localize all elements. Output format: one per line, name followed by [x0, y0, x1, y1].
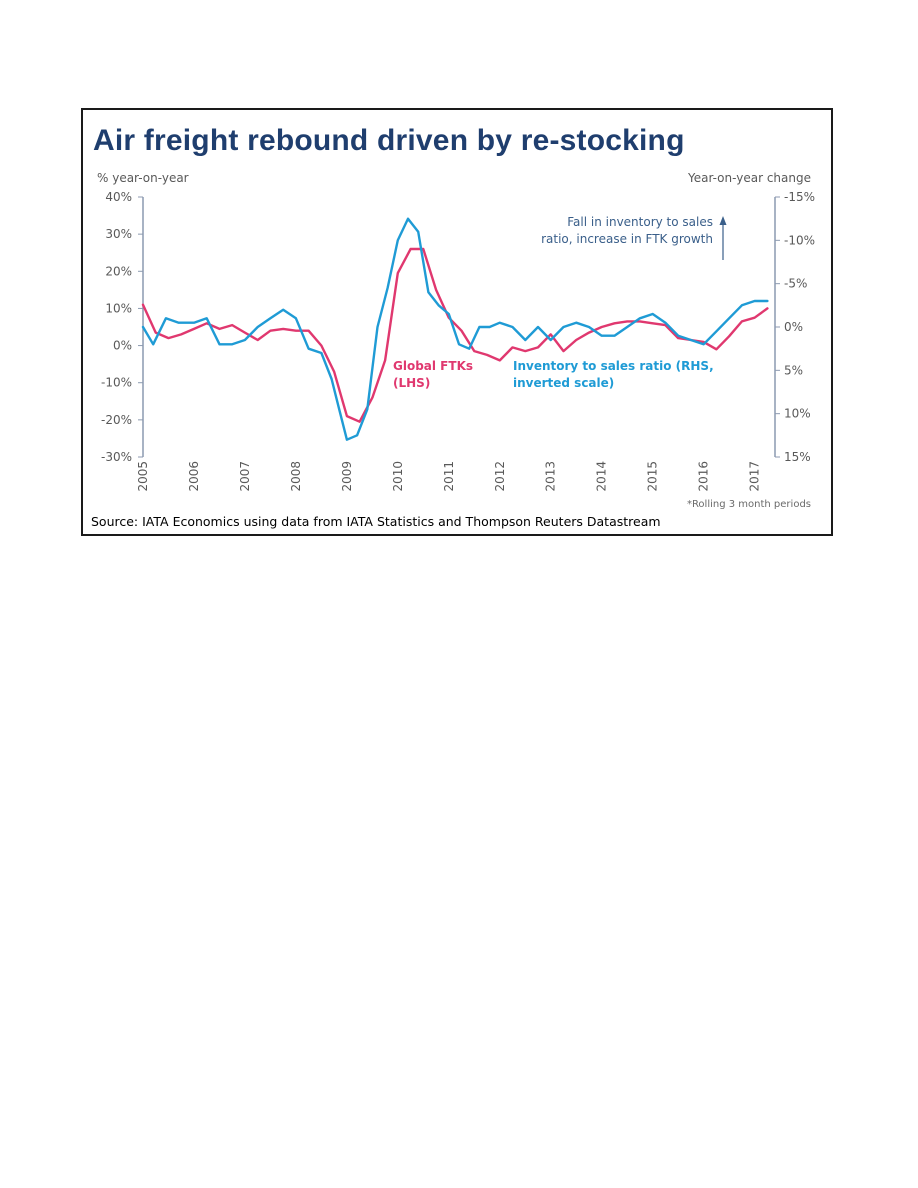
source-note: Source: IATA Economics using data from I…	[91, 514, 661, 529]
y-left-tick-label: 0%	[113, 339, 132, 353]
y-left-tick-label: 40%	[105, 190, 132, 204]
series-label-ftk: Global FTKs (LHS)	[393, 359, 473, 390]
annotation-arrow-head-icon	[719, 216, 727, 225]
x-tick-label: 2010	[391, 461, 405, 492]
x-tick-label: 2014	[595, 461, 609, 492]
x-tick-label: 2012	[493, 461, 507, 492]
x-tick-label: 2011	[442, 461, 456, 492]
y-left-tick-label: -10%	[101, 376, 132, 390]
footnote: *Rolling 3 month periods	[686, 499, 811, 510]
series-label-inventory: Inventory to sales ratio (RHS, inverted …	[513, 359, 714, 390]
x-tick-label: 2009	[340, 461, 354, 492]
x-tick-label: 2005	[136, 461, 150, 492]
series-line-inventory-ratio	[141, 217, 769, 441]
y-left-tick-label: 20%	[105, 264, 132, 278]
x-tick-label: 2016	[697, 461, 711, 492]
y-right-tick-label: 15%	[784, 450, 811, 464]
y-left-tick-label: -20%	[101, 413, 132, 427]
x-tick-label: 2017	[748, 461, 762, 492]
x-tick-label: 2008	[289, 461, 303, 492]
y-right-axis-title: Year-on-year change	[687, 171, 811, 185]
series-label-ftk-line-1: Global FTKs	[393, 359, 473, 373]
x-tick-label: 2007	[238, 461, 252, 492]
chart-title: Air freight rebound driven by re-stockin…	[93, 124, 685, 157]
y-right-tick-label: 0%	[784, 320, 803, 334]
axes: 40% 30% 20% 10% 0% -10% -20% -30% -15% -10% -5% 0% 5…	[101, 190, 815, 492]
y-right-tick-label: 10%	[784, 407, 811, 421]
y-left-tick-label: 30%	[105, 227, 132, 241]
annotation-line-1: Fall in inventory to sales	[567, 215, 713, 229]
y-right-tick-label: 5%	[784, 363, 803, 377]
series-line-global-ftks	[141, 247, 769, 423]
y-right-tick-label: -15%	[784, 190, 815, 204]
x-tick-label: 2006	[187, 461, 201, 492]
x-tick-label: 2015	[646, 461, 660, 492]
x-tick-label: 2013	[544, 461, 558, 492]
series-label-inventory-line-1: Inventory to sales ratio (RHS,	[513, 359, 714, 373]
y-right-tick-label: -5%	[784, 277, 807, 291]
series-label-ftk-line-2: (LHS)	[393, 376, 430, 390]
annotation-line-2: ratio, increase in FTK growth	[541, 232, 713, 246]
y-left-tick-label: -30%	[101, 450, 132, 464]
y-right-tick-label: -10%	[784, 233, 815, 247]
chart-frame: Air freight rebound driven by re-stockin…	[81, 108, 833, 536]
y-left-tick-label: 10%	[105, 301, 132, 315]
series-label-inventory-line-2: inverted scale)	[513, 376, 614, 390]
series-lines	[141, 217, 769, 441]
chart-svg: % year-on-year Year-on-year change 40% 30…	[97, 171, 815, 492]
y-left-axis-title: % year-on-year	[97, 171, 189, 185]
annotation-group: Fall in inventory to sales ratio, increa…	[541, 215, 727, 260]
